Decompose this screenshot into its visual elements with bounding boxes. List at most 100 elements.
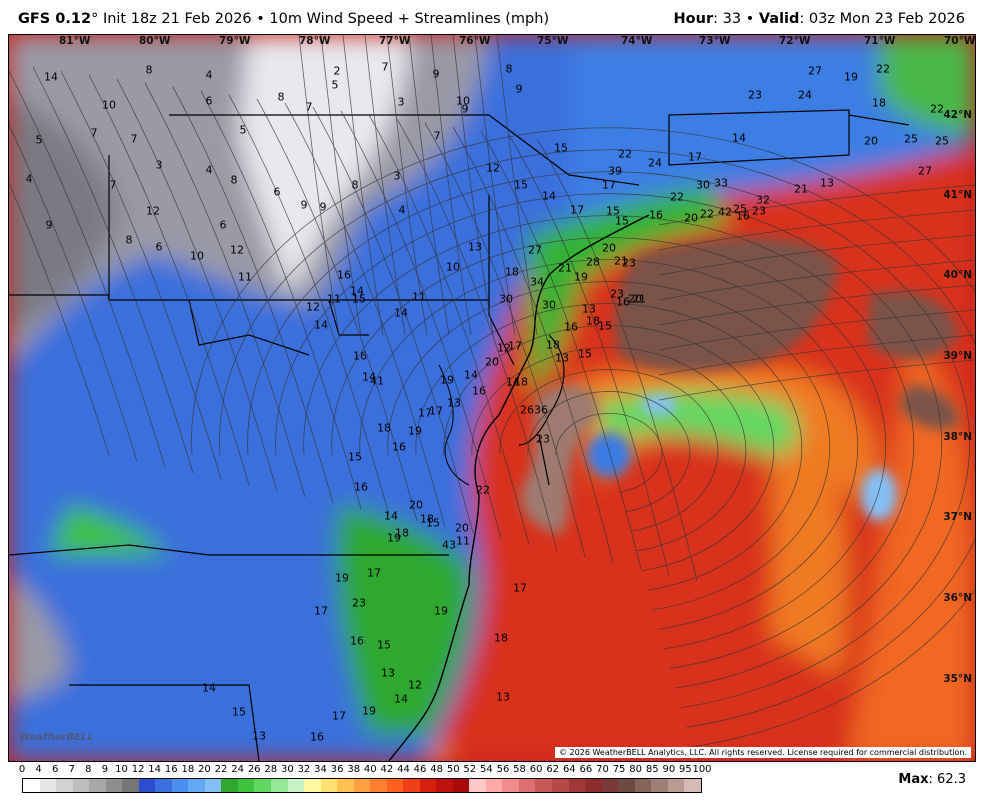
legend-swatch bbox=[171, 779, 189, 792]
wind-value: 23 bbox=[536, 432, 550, 446]
wind-value: 18 bbox=[395, 526, 409, 540]
longitude-label: 80°W bbox=[139, 35, 171, 47]
wind-value: 18 bbox=[505, 265, 519, 279]
legend-tick: 66 bbox=[579, 764, 593, 775]
longitude-label: 72°W bbox=[779, 35, 811, 47]
legend-tick: 75 bbox=[612, 764, 626, 775]
legend-tick: 54 bbox=[480, 764, 493, 775]
wind-value: 10 bbox=[446, 260, 460, 274]
legend-tick: 30 bbox=[280, 764, 294, 775]
legend-swatch bbox=[403, 779, 420, 792]
latitude-label: 40°N bbox=[943, 269, 972, 281]
legend-swatch bbox=[337, 779, 354, 792]
legend-swatch bbox=[320, 779, 338, 792]
color-legend: 0 4 6 7 8 9 10 12 14 16 18 20 22 24 26 28 30 32 34 36 38 40 42… bbox=[18, 764, 712, 793]
wind-value: 16 bbox=[354, 480, 368, 494]
wind-value: 20 bbox=[409, 498, 423, 512]
wind-value: 13 bbox=[555, 351, 569, 365]
wind-value: 7 bbox=[305, 100, 313, 114]
legend-swatch bbox=[601, 779, 619, 792]
wind-value: 16 bbox=[392, 440, 406, 454]
wind-value: 39 bbox=[608, 164, 622, 178]
weatherbell-logo: WeatherBELL bbox=[19, 732, 94, 743]
wind-value: 20 bbox=[485, 355, 499, 369]
wind-value: 6 bbox=[155, 240, 163, 254]
wind-value: 15 bbox=[606, 204, 620, 218]
latitude-label: 42°N bbox=[943, 109, 972, 121]
wind-value: 20 bbox=[602, 241, 616, 255]
latitude-label: 38°N bbox=[943, 431, 972, 443]
legend-tick: 28 bbox=[264, 764, 278, 775]
wind-value: 17 bbox=[570, 203, 584, 217]
legend-tick: 20 bbox=[198, 764, 211, 775]
legend-tick: 46 bbox=[413, 764, 427, 775]
wind-value: 34 bbox=[530, 275, 544, 289]
legend-swatch bbox=[39, 779, 57, 792]
wind-value: 19 bbox=[387, 531, 401, 545]
legend-swatch bbox=[270, 779, 288, 792]
wind-value: 13 bbox=[820, 176, 834, 190]
streamlines bbox=[9, 35, 975, 748]
wind-value: 16 bbox=[337, 268, 351, 282]
wind-value: 30 bbox=[542, 298, 556, 312]
wind-field bbox=[9, 35, 975, 761]
wind-value: 11 bbox=[412, 290, 426, 304]
wind-value: 12 bbox=[408, 678, 422, 692]
wind-value: 15 bbox=[598, 319, 612, 333]
wind-value: 19 bbox=[844, 70, 858, 84]
legend-swatch bbox=[122, 779, 139, 792]
legend-swatch bbox=[72, 779, 90, 792]
legend-tick: 16 bbox=[164, 764, 178, 775]
wind-value: 14 bbox=[384, 509, 398, 523]
wind-value: 16 bbox=[350, 634, 364, 648]
wind-value: 18 bbox=[420, 512, 434, 526]
wind-value: 19 bbox=[440, 373, 454, 387]
wind-value: 12 bbox=[486, 161, 500, 175]
wind-value: 11 bbox=[327, 292, 341, 306]
legend-tick: 80 bbox=[629, 764, 643, 775]
wind-value: 25 bbox=[904, 132, 918, 146]
wind-value: 3 bbox=[155, 158, 163, 172]
wind-value: 22 bbox=[700, 207, 714, 221]
legend-swatch bbox=[502, 779, 519, 792]
wind-value: 20 bbox=[864, 134, 878, 148]
wind-value: 15 bbox=[426, 516, 440, 530]
wind-value: 27 bbox=[808, 64, 822, 78]
wind-value: 18 bbox=[546, 338, 560, 352]
longitude-label: 74°W bbox=[621, 35, 653, 47]
legend-swatch bbox=[552, 779, 569, 792]
legend-tick: 56 bbox=[496, 764, 510, 775]
wind-value: 13 bbox=[252, 729, 266, 743]
wind-value: 33 bbox=[714, 176, 728, 190]
wind-value: 7 bbox=[130, 132, 138, 146]
wind-value: 19 bbox=[335, 571, 349, 585]
wind-value: 21 bbox=[794, 182, 808, 196]
wind-value: 12 bbox=[230, 243, 244, 257]
wind-value: 22 bbox=[476, 483, 490, 497]
legend-swatch bbox=[436, 779, 453, 792]
wind-value: 8 bbox=[230, 173, 238, 187]
wind-value: 20 bbox=[455, 521, 469, 535]
wind-value: 21 bbox=[614, 254, 628, 268]
legend-tick: 70 bbox=[596, 764, 609, 775]
wind-value: 17 bbox=[688, 150, 702, 164]
legend-tick: 0 bbox=[18, 764, 26, 775]
legend-swatch bbox=[89, 779, 106, 792]
wind-value: 41 bbox=[370, 374, 384, 388]
longitude-label: 70°W bbox=[944, 35, 976, 47]
wind-value: 19 bbox=[434, 604, 448, 618]
wind-value: 4 bbox=[398, 203, 406, 217]
wind-value: 8 bbox=[505, 62, 513, 76]
wind-value: 3 bbox=[393, 169, 401, 183]
legend-tick: 6 bbox=[51, 764, 59, 775]
wind-value: 16 bbox=[736, 209, 750, 223]
wind-value: 12 bbox=[497, 341, 511, 355]
wind-value: 15 bbox=[514, 178, 528, 192]
legend-swatch bbox=[469, 779, 486, 792]
wind-value: 14 bbox=[542, 189, 556, 203]
legend-tick: 32 bbox=[297, 764, 311, 775]
wind-value: 25 bbox=[935, 134, 949, 148]
wind-value: 10 bbox=[456, 94, 470, 108]
wind-value: 16 bbox=[353, 349, 367, 363]
wind-value: 12 bbox=[306, 300, 320, 314]
